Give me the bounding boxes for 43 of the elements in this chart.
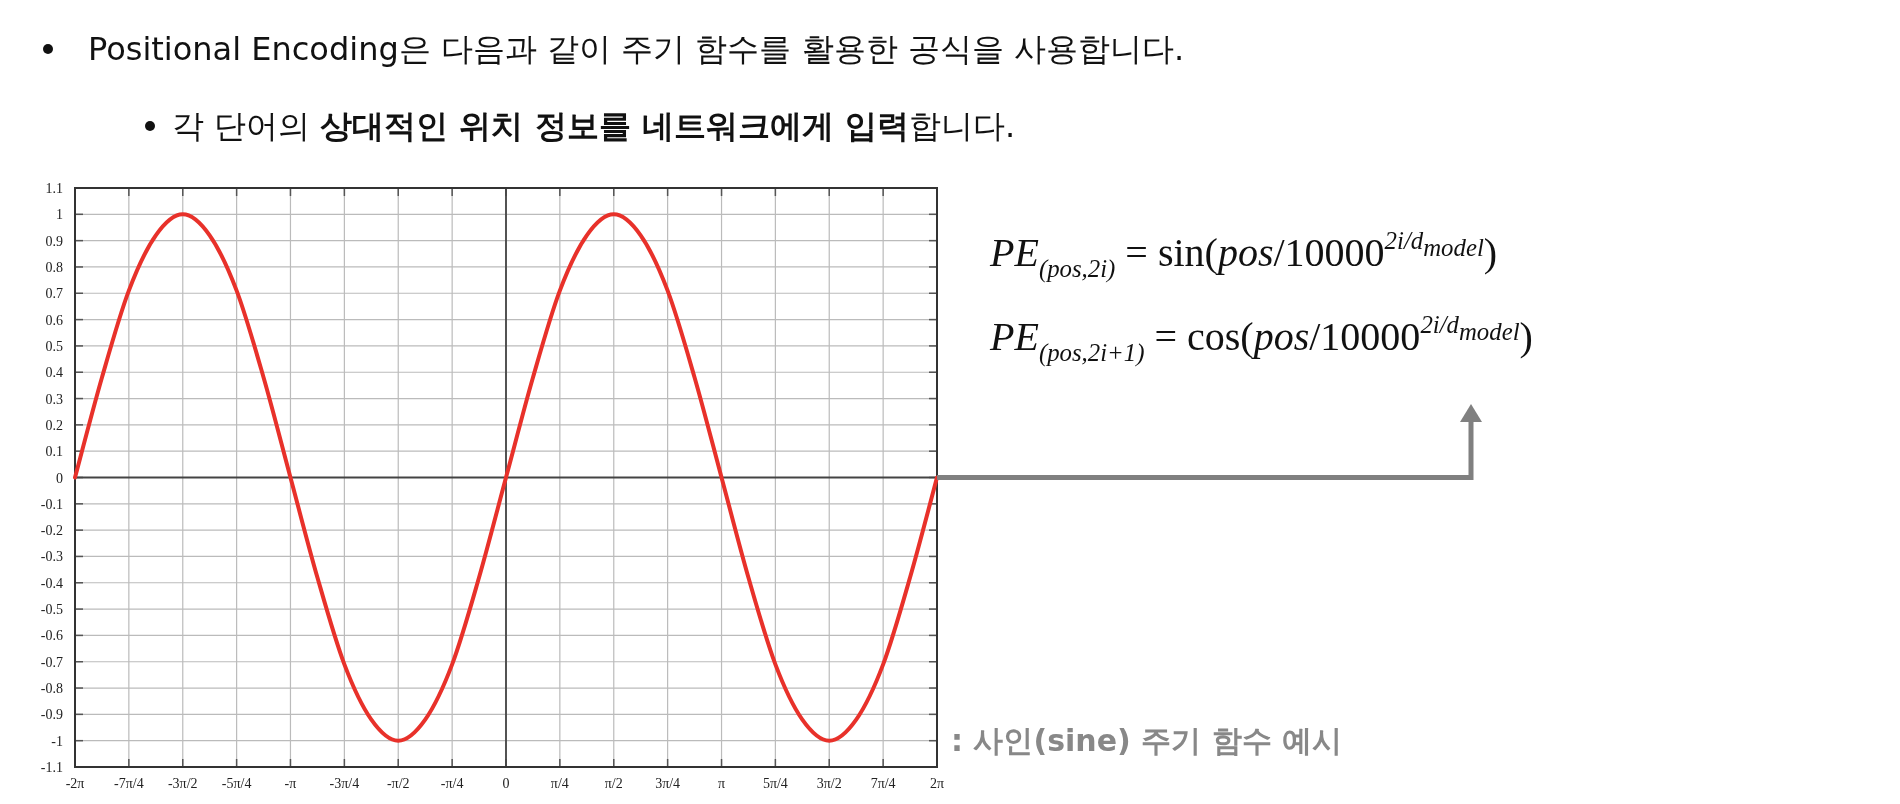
x-tick-label: π/4 bbox=[550, 776, 569, 791]
x-tick-label: -5π/4 bbox=[221, 776, 252, 791]
x-tick-label: -π/4 bbox=[440, 776, 464, 791]
y-tick-label: 1 bbox=[56, 207, 63, 223]
x-tick-label: 5π/4 bbox=[762, 776, 788, 791]
title: Positional Encoding은 다음과 같이 주기 함수를 활용한 공식을 사용합니다. bbox=[88, 30, 1185, 68]
y-tick-label: -0.3 bbox=[40, 549, 63, 565]
y-tick-label: -0.9 bbox=[40, 707, 63, 723]
x-tick-label: 2π bbox=[929, 776, 945, 791]
y-tick-label: 0.6 bbox=[45, 312, 63, 328]
y-tick-label: 0.8 bbox=[45, 259, 63, 275]
x-tick-label: π bbox=[718, 776, 726, 791]
y-tick-label: -0.4 bbox=[40, 575, 63, 591]
y-tick-label: -0.6 bbox=[40, 628, 63, 644]
x-tick-label: -3π/4 bbox=[329, 776, 360, 791]
y-tick-label: 0.4 bbox=[45, 365, 63, 381]
x-tick-label: -3π/2 bbox=[167, 776, 198, 791]
subtitle: 각 단어의 상대적인 위치 정보를 네트워크에게 입력합니다. bbox=[172, 107, 1016, 145]
x-tick-label: -π/2 bbox=[386, 776, 410, 791]
y-tick-label: -0.8 bbox=[40, 681, 63, 697]
x-tick-label: 7π/4 bbox=[870, 776, 896, 791]
x-tick-label: 0 bbox=[502, 776, 510, 791]
x-tick-label: 3π/2 bbox=[816, 776, 842, 791]
y-tick-label: 0.9 bbox=[45, 233, 63, 249]
y-tick-label: -0.1 bbox=[40, 496, 63, 512]
x-tick-label: 3π/4 bbox=[655, 776, 681, 791]
y-tick-label: 0 bbox=[56, 470, 63, 486]
y-tick-label: -1 bbox=[51, 733, 63, 749]
annotation: : 사인(sine) 주기 함수 예시 bbox=[951, 723, 1343, 758]
y-tick-label: 1.1 bbox=[45, 181, 63, 196]
x-tick-label: -π bbox=[284, 776, 297, 791]
y-tick-label: 0.3 bbox=[45, 391, 63, 407]
y-tick-label: -1.1 bbox=[40, 760, 63, 775]
y-tick-label: -0.5 bbox=[40, 602, 63, 618]
x-tick-label: π/2 bbox=[604, 776, 623, 791]
y-tick-label: -0.7 bbox=[40, 654, 63, 670]
y-tick-label: 0.5 bbox=[45, 338, 63, 354]
y-tick-label: -0.2 bbox=[40, 523, 63, 539]
x-tick-label: -7π/4 bbox=[114, 776, 144, 791]
y-tick-label: 0.7 bbox=[45, 286, 63, 302]
x-tick-label: -2π bbox=[65, 776, 85, 791]
y-tick-label: 0.1 bbox=[45, 444, 63, 460]
y-tick-label: 0.2 bbox=[45, 417, 63, 433]
